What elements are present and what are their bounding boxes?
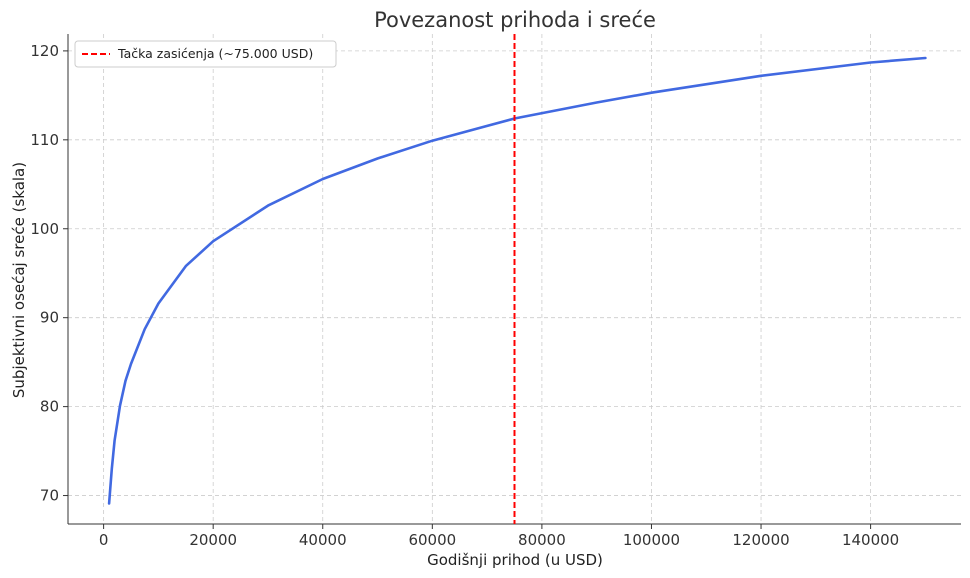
x-tick-label: 140000 [842, 531, 899, 549]
x-tick-label: 40000 [299, 531, 347, 549]
y-tick-label: 90 [40, 309, 59, 327]
y-axis-label: Subjektivni osećaj sreće (skala) [10, 162, 28, 398]
x-tick-label: 80000 [518, 531, 566, 549]
legend-label: Tačka zasićenja (~75.000 USD) [117, 46, 313, 61]
series-layer [107, 56, 927, 505]
chart-title: Povezanost prihoda i sreće [374, 8, 656, 32]
legend-box [74, 40, 337, 68]
x-tick-label: 120000 [732, 531, 789, 549]
y-tick-label: 110 [30, 131, 59, 149]
x-axis-label: Godišnji prihod (u USD) [427, 551, 603, 569]
y-ticks: 70 80 90 100 110 120 [30, 42, 68, 505]
legend: Tačka zasićenja (~75.000 USD) [74, 40, 337, 68]
x-tick-label: 100000 [623, 531, 680, 549]
x-tick-label: 60000 [408, 531, 456, 549]
x-ticks: 0 20000 40000 60000 80000 100000 120000 140000 [99, 524, 899, 549]
series-line [107, 56, 927, 505]
y-tick-label: 80 [40, 398, 59, 416]
y-tick-label: 120 [30, 42, 59, 60]
x-tick-label: 20000 [189, 531, 237, 549]
y-tick-label: 100 [30, 220, 59, 238]
x-tick-label: 0 [99, 531, 109, 549]
y-tick-label: 70 [40, 487, 59, 505]
